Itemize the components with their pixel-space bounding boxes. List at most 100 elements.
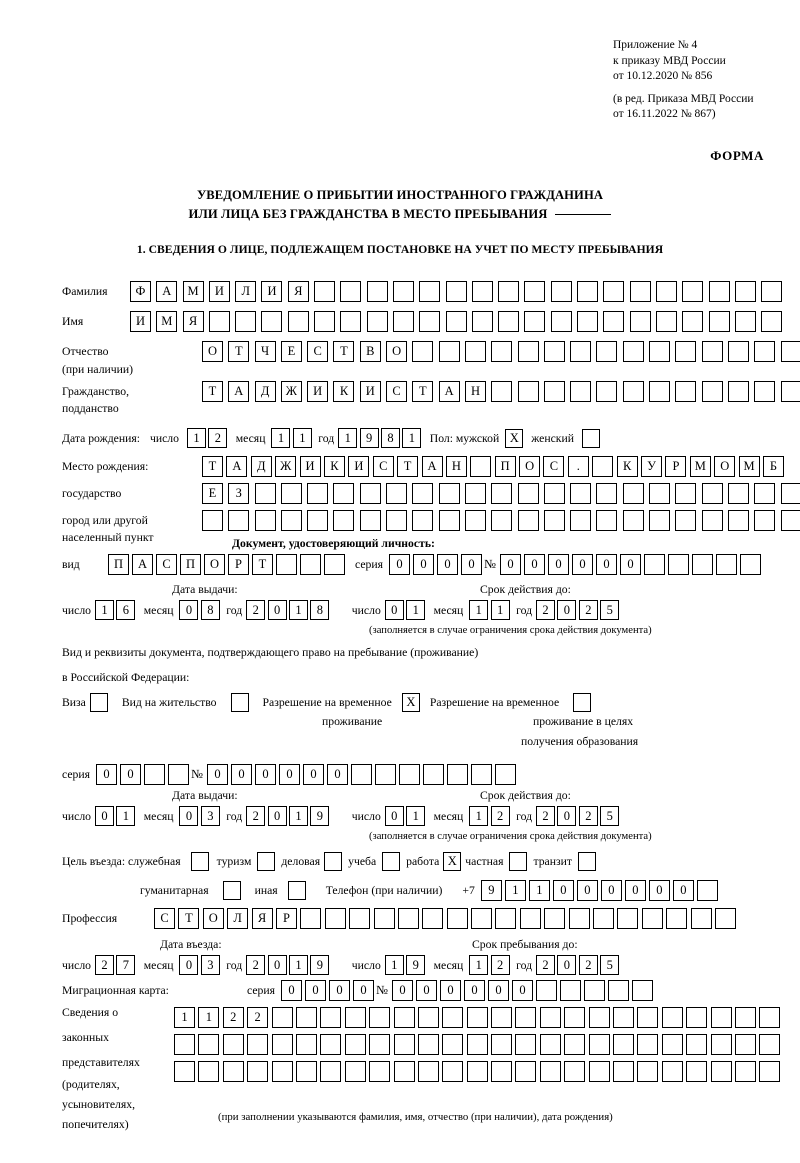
grid-cell[interactable]: [442, 1007, 464, 1028]
grid-cell[interactable]: [629, 281, 651, 302]
grid-cell[interactable]: [517, 483, 539, 504]
grid-cell[interactable]: [373, 908, 395, 929]
grid-cell[interactable]: [412, 483, 434, 504]
grid-cell[interactable]: [637, 1061, 659, 1082]
grid-cell[interactable]: А: [438, 381, 460, 402]
grid-cell[interactable]: 0: [206, 764, 228, 785]
grid-cell[interactable]: Ж: [275, 456, 297, 477]
grid-cell[interactable]: [667, 554, 689, 575]
grid-cell[interactable]: [524, 281, 546, 302]
grid-cell[interactable]: [422, 764, 444, 785]
grid-cell[interactable]: А: [156, 281, 178, 302]
grid-cell[interactable]: М: [738, 456, 760, 477]
grid-cell[interactable]: [340, 311, 362, 332]
grid-cell[interactable]: [471, 281, 493, 302]
grid-cell[interactable]: [675, 341, 697, 362]
grid-cell[interactable]: [727, 483, 749, 504]
grid-cell[interactable]: [208, 311, 230, 332]
grid-cell[interactable]: [446, 764, 468, 785]
grid-cell[interactable]: О: [202, 341, 223, 362]
grid-cell[interactable]: [661, 1061, 683, 1082]
purpose-tourism-checkbox[interactable]: [257, 852, 276, 871]
grid-cell[interactable]: С: [307, 341, 329, 362]
grid-cell[interactable]: 5: [600, 806, 620, 826]
grid-cell[interactable]: 0: [120, 764, 141, 785]
grid-cell[interactable]: 0: [557, 600, 577, 620]
grid-cell[interactable]: 2: [246, 600, 266, 620]
grid-cell[interactable]: 0: [179, 806, 199, 826]
grid-cell[interactable]: .: [567, 456, 589, 477]
grid-cell[interactable]: 9: [406, 955, 426, 975]
grid-cell[interactable]: [386, 510, 408, 531]
grid-cell[interactable]: [691, 554, 713, 575]
grid-cell[interactable]: М: [156, 311, 178, 332]
grid-cell[interactable]: [596, 341, 618, 362]
grid-cell[interactable]: [734, 1061, 756, 1082]
grid-cell[interactable]: [198, 1061, 220, 1082]
grid-cell[interactable]: [754, 483, 776, 504]
grid-cell[interactable]: 1: [116, 806, 136, 826]
grid-cell[interactable]: 0: [96, 764, 117, 785]
grid-cell[interactable]: [464, 341, 486, 362]
grid-cell[interactable]: [314, 281, 336, 302]
grid-cell[interactable]: [445, 281, 467, 302]
grid-cell[interactable]: [613, 1007, 635, 1028]
purpose-official-checkbox[interactable]: [190, 852, 209, 871]
grid-cell[interactable]: [715, 554, 737, 575]
grid-cell[interactable]: [515, 1034, 537, 1055]
grid-cell[interactable]: 1: [469, 806, 489, 826]
grid-cell[interactable]: 0: [552, 880, 574, 901]
grid-cell[interactable]: 9: [359, 428, 379, 448]
grid-cell[interactable]: [588, 1034, 610, 1055]
grid-cell[interactable]: [271, 1061, 293, 1082]
grid-cell[interactable]: 1: [289, 806, 309, 826]
grid-cell[interactable]: 1: [289, 600, 309, 620]
grid-cell[interactable]: [550, 281, 572, 302]
grid-cell[interactable]: Б: [762, 456, 784, 477]
grid-cell[interactable]: [780, 510, 800, 531]
grid-cell[interactable]: [491, 381, 513, 402]
grid-cell[interactable]: [710, 1034, 732, 1055]
grid-cell[interactable]: 0: [95, 806, 114, 826]
grid-cell[interactable]: [761, 311, 783, 332]
grid-cell[interactable]: [622, 341, 644, 362]
grid-cell[interactable]: [696, 880, 718, 901]
grid-cell[interactable]: [271, 1034, 293, 1055]
grid-cell[interactable]: 2: [536, 806, 556, 826]
grid-cell[interactable]: [446, 908, 468, 929]
grid-cell[interactable]: [539, 1007, 561, 1028]
grid-cell[interactable]: А: [228, 381, 250, 402]
grid-cell[interactable]: Я: [182, 311, 204, 332]
grid-cell[interactable]: 0: [595, 554, 617, 575]
grid-cell[interactable]: О: [386, 341, 408, 362]
grid-cell[interactable]: [570, 341, 592, 362]
grid-cell[interactable]: [588, 1007, 610, 1028]
grid-cell[interactable]: [494, 764, 516, 785]
grid-cell[interactable]: 1: [271, 428, 291, 448]
grid-cell[interactable]: 0: [437, 554, 458, 575]
grid-cell[interactable]: Л: [235, 281, 257, 302]
grid-cell[interactable]: 0: [547, 554, 569, 575]
grid-cell[interactable]: 0: [600, 880, 622, 901]
grid-cell[interactable]: И: [307, 381, 329, 402]
grid-cell[interactable]: 0: [487, 980, 509, 1001]
grid-cell[interactable]: [464, 510, 486, 531]
grid-cell[interactable]: 0: [254, 764, 276, 785]
grid-cell[interactable]: [295, 1061, 317, 1082]
grid-cell[interactable]: 2: [222, 1007, 244, 1028]
grid-cell[interactable]: 1: [406, 600, 426, 620]
grid-cell[interactable]: [535, 980, 557, 1001]
grid-cell[interactable]: [515, 1007, 537, 1028]
grid-cell[interactable]: [198, 1034, 220, 1055]
grid-cell[interactable]: 1: [528, 880, 550, 901]
grid-cell[interactable]: [641, 908, 663, 929]
grid-cell[interactable]: С: [156, 554, 177, 575]
grid-cell[interactable]: [727, 381, 749, 402]
sex-male-checkbox[interactable]: X: [505, 428, 524, 448]
grid-cell[interactable]: О: [519, 456, 541, 477]
grid-cell[interactable]: 0: [523, 554, 545, 575]
legal-rep-cells-2[interactable]: [174, 1034, 781, 1055]
